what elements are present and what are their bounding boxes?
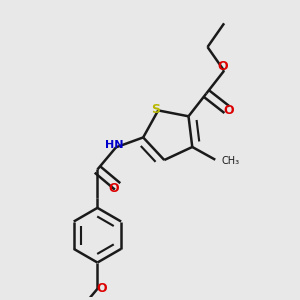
Text: CH₃: CH₃ [222, 157, 240, 166]
Text: O: O [109, 182, 119, 195]
Text: O: O [224, 104, 234, 117]
Text: O: O [217, 60, 228, 73]
Text: HN: HN [105, 140, 124, 149]
Text: O: O [96, 282, 107, 295]
Text: S: S [151, 103, 160, 116]
